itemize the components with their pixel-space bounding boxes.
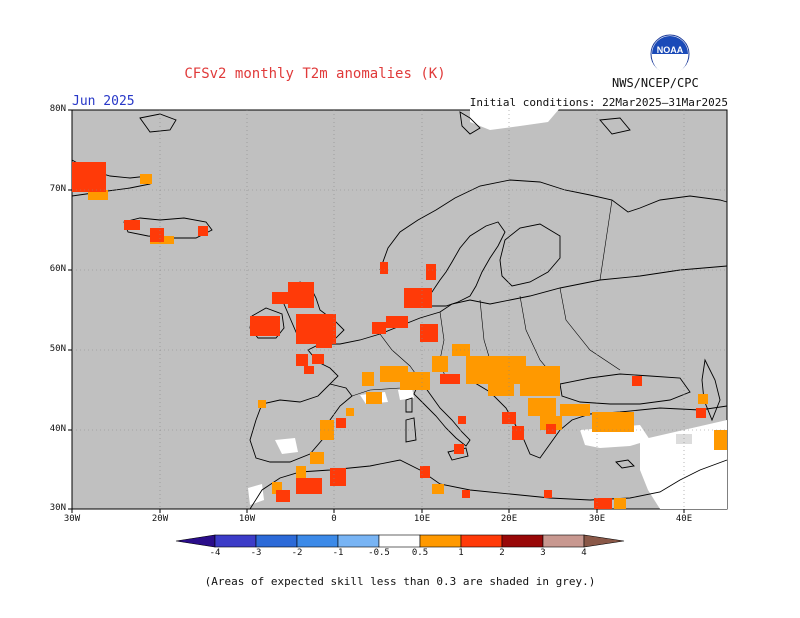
footnote: (Areas of expected skill less than 0.3 a… bbox=[204, 575, 596, 588]
initial-conditions: Initial conditions: 22Mar2025–31Mar2025 bbox=[469, 96, 728, 109]
lon-label: 20W bbox=[151, 514, 169, 524]
colorbar-label: -4 bbox=[209, 548, 221, 558]
colorbar-label: -1 bbox=[332, 548, 344, 558]
colorbar-arrow-left bbox=[175, 534, 216, 548]
lat-label: 50N bbox=[49, 344, 66, 354]
lat-label: 40N bbox=[49, 424, 66, 434]
lon-label: 0 bbox=[331, 514, 337, 524]
anomaly-red bbox=[72, 162, 706, 509]
chart-title: CFSv2 monthly T2m anomalies (K) bbox=[184, 66, 446, 82]
lat-label: 30N bbox=[49, 503, 66, 513]
colorbar-label: -0.5 bbox=[368, 548, 390, 558]
lon-label: 10E bbox=[413, 514, 431, 524]
colorbar-label: 4 bbox=[581, 548, 587, 558]
noaa-logo: NOAA bbox=[650, 34, 690, 74]
graticule bbox=[72, 110, 727, 509]
anomaly-orange bbox=[88, 174, 727, 509]
lat-label: 60N bbox=[49, 264, 66, 274]
agency-label: NWS/NCEP/CPC bbox=[612, 76, 699, 90]
colorbar-label: -3 bbox=[250, 548, 262, 558]
colorbar-arrow-right bbox=[583, 534, 625, 548]
lon-label: 20E bbox=[500, 514, 518, 524]
lat-label: 80N bbox=[49, 104, 66, 114]
lon-label: 10W bbox=[238, 514, 256, 524]
axis-ticks bbox=[68, 109, 685, 513]
colorbar-label: 0.5 bbox=[411, 548, 429, 558]
colorbar-label: -2 bbox=[291, 548, 303, 558]
colorbar-label: 2 bbox=[499, 548, 505, 558]
lon-label: 30W bbox=[63, 514, 81, 524]
svg-text:NOAA: NOAA bbox=[657, 45, 684, 55]
lat-label: 70N bbox=[49, 184, 66, 194]
forecast-month: Jun 2025 bbox=[72, 94, 135, 109]
lon-label: 40E bbox=[675, 514, 693, 524]
map-frame bbox=[71, 109, 728, 510]
colorbar-label: 3 bbox=[540, 548, 546, 558]
colorbar-label: 1 bbox=[458, 548, 464, 558]
colorbar bbox=[175, 534, 625, 548]
lon-label: 30E bbox=[588, 514, 606, 524]
